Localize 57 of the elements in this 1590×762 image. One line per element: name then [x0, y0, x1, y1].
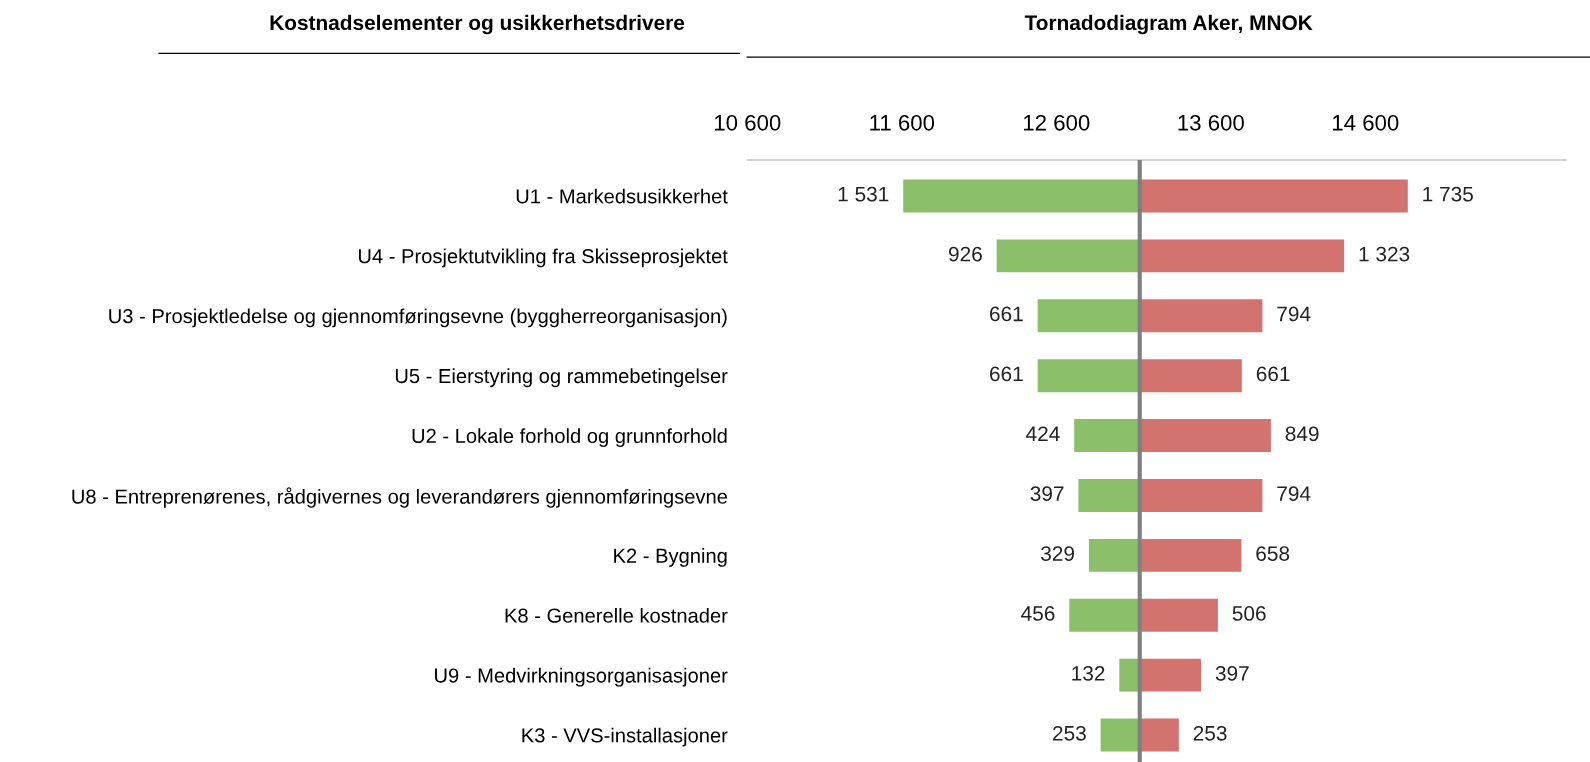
x-tick-label: 10 600	[715, 114, 781, 131]
bar	[1139, 419, 1271, 453]
y-tick-label: K3 - VVS-installasjoner	[522, 727, 728, 747]
data-label: 456	[1021, 606, 1055, 621]
y-tick-label: U9 - Medvirkningsorganisasjoner	[435, 667, 728, 687]
data-label: 329	[1041, 546, 1075, 561]
bar	[1139, 658, 1202, 692]
bar	[1139, 718, 1179, 752]
bar	[1100, 718, 1140, 752]
data-label: 658	[1256, 546, 1290, 561]
data-label: 1 323	[1359, 246, 1410, 262]
data-label: 849	[1285, 426, 1319, 442]
data-label: 794	[1277, 486, 1311, 502]
bar	[1074, 419, 1140, 453]
bar	[1037, 299, 1140, 333]
bar	[1139, 299, 1263, 333]
bar	[1119, 658, 1140, 692]
data-label: 1 735	[1423, 186, 1473, 202]
bar	[996, 239, 1140, 273]
text: Kostnadselementer og usikkerhetsdrivere	[270, 14, 685, 35]
data-label: 661	[1256, 366, 1290, 382]
bar	[1139, 239, 1345, 273]
y-tick-label: U1 - Markedsusikkerhet	[516, 188, 728, 204]
bar	[1139, 478, 1263, 512]
chart-title: Tornadodiagram Aker, MNOK	[1024, 14, 1313, 35]
x-tick-label: 11 600	[870, 114, 935, 131]
x-tick-label: 12 600	[1024, 114, 1090, 131]
data-label: 397	[1215, 665, 1249, 681]
bar	[1069, 598, 1140, 632]
data-label: 661	[990, 306, 1023, 322]
data-label: 397	[1030, 486, 1064, 502]
data-label: 253	[1053, 725, 1086, 741]
y-tick-label: U3 - Prosjektledelse og gjennomføringsevne (byggherreorganisasjon)	[109, 308, 727, 328]
x-tick-label: 13 600	[1178, 114, 1244, 131]
bar	[1139, 359, 1242, 393]
y-tick-label: K8 - Generelle kostnader	[505, 607, 728, 623]
data-label: 794	[1277, 306, 1311, 322]
bar	[1037, 359, 1140, 393]
bar	[1139, 598, 1218, 632]
data-label: 132	[1072, 665, 1105, 681]
data-label: 926	[948, 246, 982, 262]
y-tick-label: U2 - Lokale forhold og grunnforhold	[412, 428, 727, 448]
data-label: 1 531	[838, 186, 889, 202]
data-label: 253	[1193, 725, 1227, 741]
y-tick-label: U4 - Prosjektutvikling fra Skisseprosjektet	[358, 248, 728, 268]
bar	[1078, 478, 1140, 512]
y-tick-label: U8 - Entreprenørenes, rådgivernes og leverandørers gjennomføringsevne	[72, 487, 728, 508]
data-label: 424	[1026, 426, 1060, 441]
data-label: 661	[990, 366, 1023, 382]
x-tick-label: 14 600	[1333, 114, 1399, 131]
bar	[1088, 538, 1140, 572]
y-tick-label: K2 - Bygning	[614, 548, 727, 567]
bar	[903, 179, 1140, 213]
bar	[1139, 538, 1242, 572]
bar	[1139, 179, 1408, 213]
data-label: 506	[1232, 606, 1266, 621]
y-tick-label: U5 - Eierstyring og rammebetingelser	[395, 368, 728, 388]
